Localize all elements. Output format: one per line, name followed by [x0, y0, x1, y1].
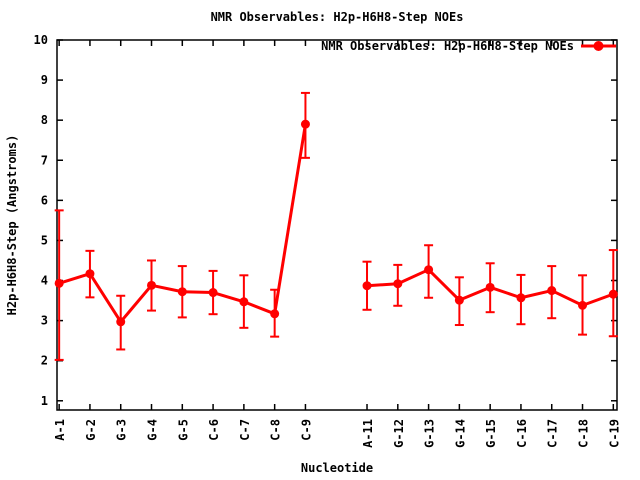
data-point-C-6 [208, 288, 218, 298]
legend-label: NMR Observables: H2p-H6H8-Step NOEs [321, 39, 574, 53]
series-line [366, 282, 398, 288]
x-tick-label: C-18 [577, 419, 591, 448]
data-point-G-5 [177, 287, 187, 297]
y-tick-label: 5 [41, 233, 48, 247]
x-tick-label: G-3 [115, 419, 129, 441]
data-point-C-7 [239, 297, 249, 307]
series-line [212, 291, 245, 304]
data-point-G-3 [116, 317, 126, 327]
data-point-G-4 [147, 280, 157, 290]
y-tick-label: 2 [41, 354, 48, 368]
series-line [151, 283, 183, 294]
y-tick-label: 4 [41, 274, 48, 288]
series-line [458, 285, 491, 302]
plot-area: 1 2 3 4 5 6 7 8 9 10 A-1 G-2 G-3 G-4 G-5 C-6 C-7 C-8 C-9 A-… [34, 33, 622, 448]
x-tick-label: G-5 [176, 419, 190, 441]
x-tick-label: G-15 [484, 419, 498, 448]
data-point-C-19 [608, 289, 618, 299]
series-line [273, 123, 307, 315]
data-point-G-13 [424, 265, 434, 275]
series-line [182, 290, 214, 295]
x-tick-label: G-12 [392, 419, 406, 448]
x-tick-label: C-19 [607, 419, 621, 448]
x-tick-label: C-8 [269, 419, 283, 441]
x-tick-label: G-4 [146, 419, 160, 441]
series-line [88, 272, 122, 323]
data-point-C-16 [516, 293, 526, 303]
x-tick-label: C-7 [238, 419, 252, 441]
series-line [582, 292, 614, 307]
data-point-C-17 [547, 286, 557, 296]
data-point-C-9 [300, 119, 310, 129]
y-tick-label: 1 [41, 394, 48, 408]
series-line [520, 289, 553, 300]
x-axis-title: Nucleotide [301, 461, 373, 475]
data-point-A-11 [362, 281, 372, 291]
series-line [397, 268, 430, 286]
series-line [427, 268, 461, 302]
y-axis-title: H2p-H6H8-Step (Angstroms) [5, 135, 19, 316]
x-tick-label: C-6 [207, 419, 221, 441]
series-line [243, 300, 276, 316]
x-tick-label: A-11 [361, 419, 375, 448]
series-line [58, 272, 91, 285]
y-tick-label: 3 [41, 314, 48, 328]
data-point-G-14 [454, 295, 464, 305]
data-point-A-1 [54, 278, 64, 288]
data-point-C-18 [578, 300, 588, 310]
data-point-C-8 [270, 309, 280, 319]
data-point-G-12 [393, 279, 403, 289]
y-tick-label: 7 [41, 153, 48, 167]
plot-border [56, 39, 618, 411]
y-tick-label: 6 [41, 193, 48, 207]
data-point-G-15 [485, 282, 495, 292]
data-point-G-2 [85, 269, 95, 279]
x-tick-label: C-9 [299, 419, 313, 441]
y-tick-label: 8 [41, 113, 48, 127]
legend-marker-sample [593, 41, 604, 51]
series-line [551, 289, 584, 307]
x-tick-label: G-2 [84, 419, 98, 441]
x-tick-label: G-13 [423, 419, 437, 448]
chart-title: NMR Observables: H2p-H6H8-Step NOEs [211, 10, 464, 24]
x-tick-label: A-1 [53, 419, 67, 441]
series-line [489, 285, 522, 300]
y-tick-label: 9 [41, 73, 48, 87]
x-tick-label: C-17 [546, 419, 560, 448]
x-tick-label: G-14 [453, 419, 467, 448]
series-line [119, 284, 153, 323]
x-tick-label: C-16 [515, 419, 529, 448]
y-tick-label: 10 [34, 33, 48, 47]
